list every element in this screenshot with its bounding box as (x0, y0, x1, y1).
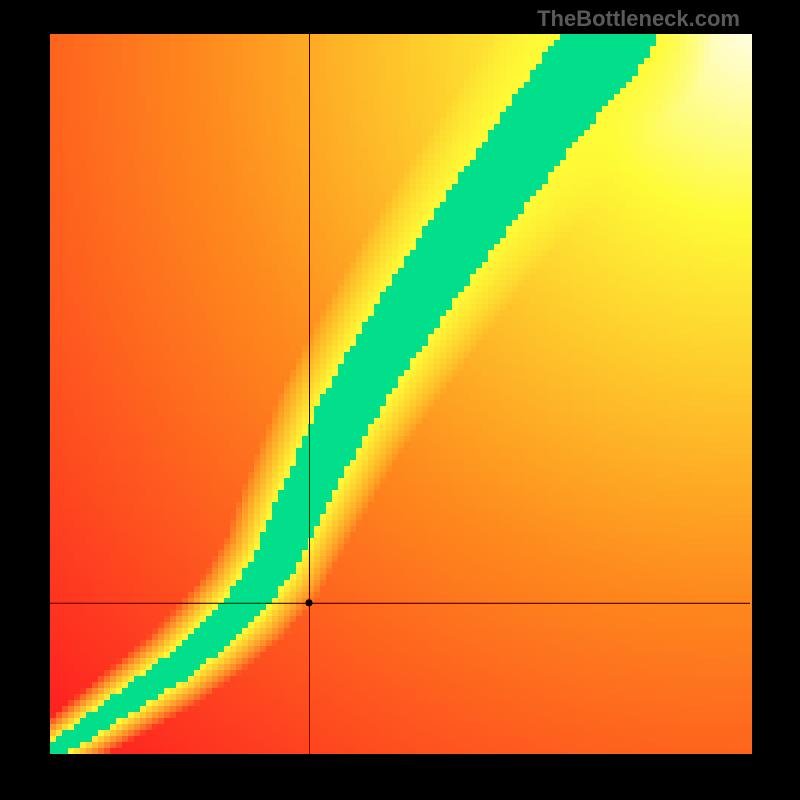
chart-container: TheBottleneck.com (0, 0, 800, 800)
heatmap-canvas (0, 0, 800, 800)
watermark-text: TheBottleneck.com (537, 6, 740, 32)
